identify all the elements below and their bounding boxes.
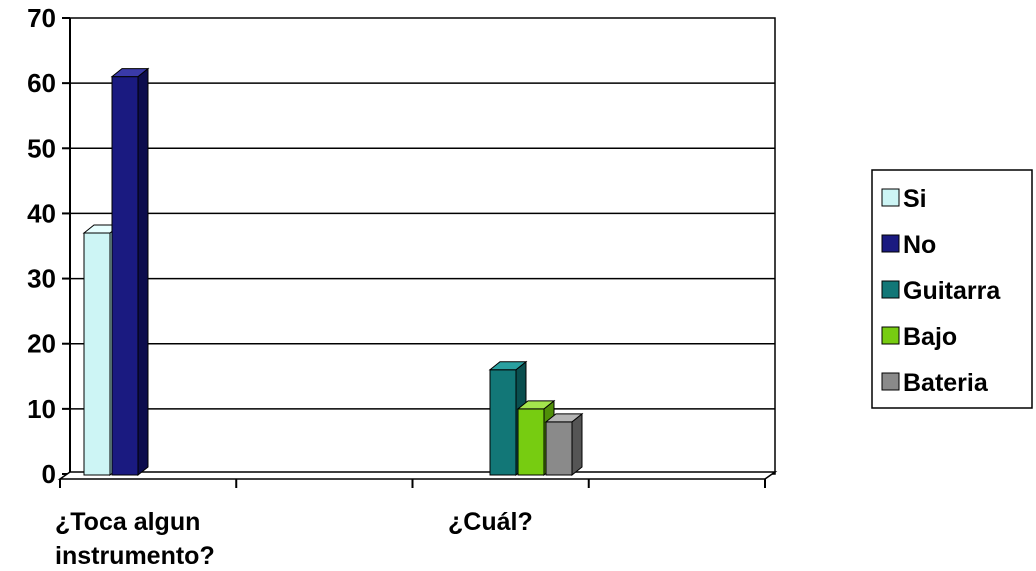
x-category-label: ¿Cuál?: [448, 508, 533, 536]
x-category-label: ¿Toca algun: [55, 508, 200, 536]
y-tick-label: 10: [27, 394, 56, 424]
legend-swatch: [881, 280, 900, 299]
chart-floor: [57, 471, 778, 480]
bar-side: [137, 67, 149, 477]
bar-top: [544, 413, 584, 423]
y-tick-label: 0: [42, 459, 56, 489]
bar-front: [517, 408, 545, 476]
y-tick-label: 70: [27, 3, 56, 33]
bar-top: [488, 361, 528, 371]
y-tick-label: 40: [27, 198, 56, 228]
bar-bateria-1: [544, 412, 584, 477]
x-category-label: instrumento?: [55, 542, 215, 570]
y-tick-labels: 0 10 20 30 40 50 60 70: [27, 3, 56, 489]
bar-top: [516, 400, 556, 410]
bar-front: [83, 232, 111, 476]
bar-front: [545, 421, 573, 476]
legend-label: Bajo: [903, 323, 957, 351]
bar-front: [111, 76, 139, 476]
x-category-labels: ¿Toca algun instrumento? ¿Cuál?: [55, 508, 533, 570]
bar-side: [571, 412, 583, 477]
axes: [57, 17, 778, 488]
legend: Si No Guitarra Bajo Bateria: [871, 169, 1033, 409]
legend-swatch: [881, 326, 900, 345]
legend-label: Guitarra: [903, 277, 1001, 305]
legend-swatch: [881, 234, 900, 253]
y-tick-label: 20: [27, 329, 56, 359]
y-tick-label: 30: [27, 264, 56, 294]
legend-label: Si: [903, 185, 927, 213]
legend-swatch: [881, 188, 900, 207]
grid-lines: [69, 17, 776, 475]
bar-front: [489, 369, 517, 476]
bar-no-0: [110, 67, 150, 477]
plot-area-border: [69, 17, 776, 475]
y-tick-label: 60: [27, 68, 56, 98]
bars: [82, 67, 584, 477]
bar-top: [110, 68, 150, 78]
legend-label: Bateria: [903, 369, 989, 397]
legend-label: No: [903, 231, 936, 259]
y-tick-label: 50: [27, 133, 56, 163]
legend-swatch: [881, 372, 900, 391]
